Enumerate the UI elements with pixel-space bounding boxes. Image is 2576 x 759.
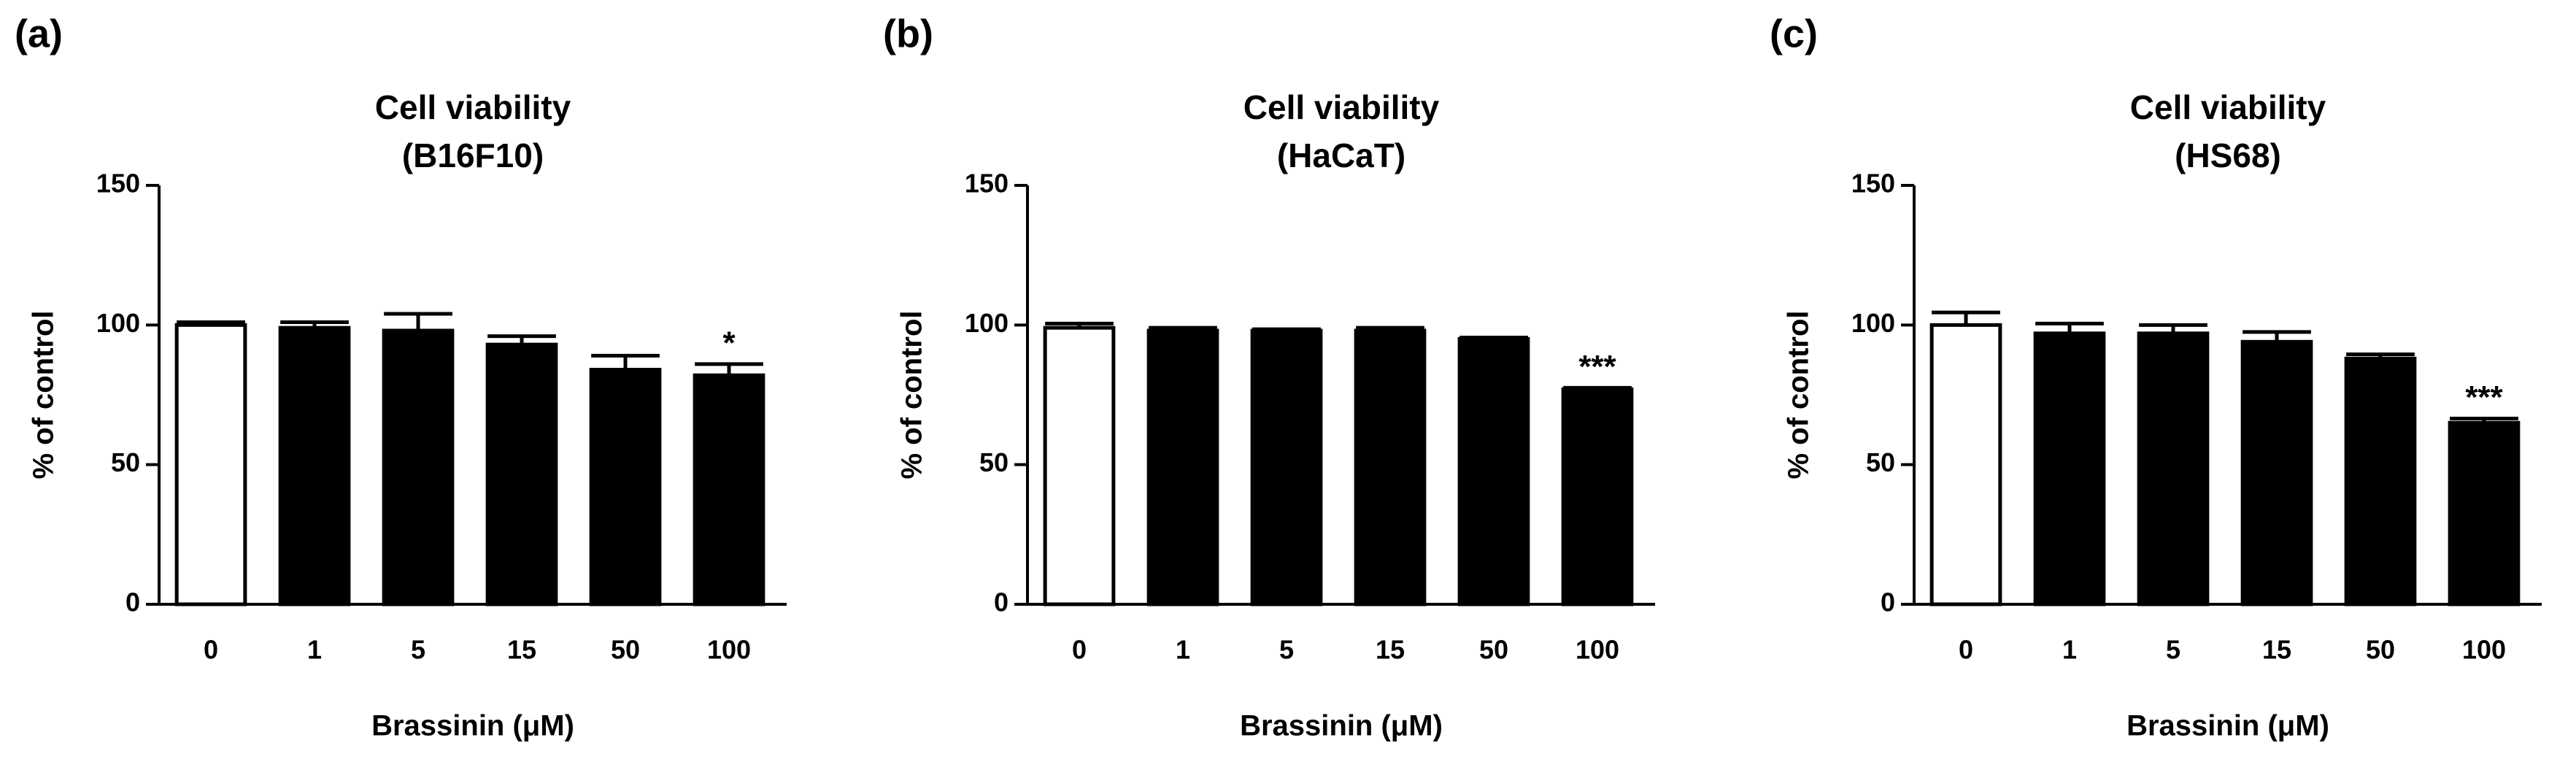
y-tick-label: 50: [979, 447, 1009, 477]
chart-title: (HaCaT): [1277, 136, 1405, 174]
bar: [1146, 328, 1219, 606]
bar: [693, 373, 766, 606]
x-axis-label: Brassinin (μM): [371, 710, 574, 742]
significance-label: *: [722, 325, 736, 361]
bar: [485, 342, 558, 606]
chart-title: Cell viability: [1243, 88, 1440, 126]
x-tick-label: 0: [1072, 635, 1087, 665]
x-tick-label: 15: [507, 635, 536, 665]
x-tick-label: 100: [707, 635, 751, 665]
panel-label: (b): [883, 12, 933, 55]
y-axis-label: % of control: [896, 310, 928, 479]
chart-title: Cell viability: [375, 88, 571, 126]
panel: (c) Cell viability (HS68) % of control Brass…: [1770, 12, 2542, 742]
panel-label: (a): [15, 12, 63, 55]
bar: [1457, 336, 1530, 606]
y-tick-label: 0: [126, 587, 140, 617]
bar: [1561, 387, 1634, 606]
panel-label: (c): [1770, 12, 1818, 55]
x-tick-label: 100: [2462, 635, 2506, 665]
y-axis-label: % of control: [28, 310, 60, 479]
significance-label: ***: [1578, 349, 1616, 385]
bar: [1354, 328, 1427, 606]
significance-label: ***: [2465, 380, 2503, 415]
chart-title: (B16F10): [402, 136, 544, 174]
chart-title: (HS68): [2175, 136, 2281, 174]
panel: (a) Cell viability (B16F10) % of control Bra…: [15, 12, 787, 742]
y-axis-label: % of control: [1783, 310, 1815, 479]
x-tick-label: 0: [204, 635, 218, 665]
x-tick-label: 15: [2262, 635, 2291, 665]
x-tick-label: 5: [411, 635, 425, 665]
y-tick-label: 100: [96, 308, 140, 338]
x-tick-label: 50: [1479, 635, 1508, 665]
y-tick-label: 0: [994, 587, 1009, 617]
bar: [589, 368, 662, 606]
bar: [2448, 420, 2521, 606]
x-tick-label: 1: [2062, 635, 2077, 665]
x-tick-label: 5: [1279, 635, 1294, 665]
chart-title: Cell viability: [2130, 88, 2326, 126]
bar: [278, 325, 351, 606]
x-tick-label: 50: [611, 635, 640, 665]
y-tick-label: 0: [1881, 587, 1895, 617]
y-tick-label: 100: [965, 308, 1009, 338]
x-tick-label: 1: [307, 635, 322, 665]
x-tick-label: 0: [1959, 635, 1973, 665]
bar: [1043, 325, 1116, 606]
y-tick-label: 50: [111, 447, 140, 477]
x-tick-label: 1: [1176, 635, 1190, 665]
y-tick-label: 100: [1851, 308, 1895, 338]
bar: [2240, 339, 2313, 606]
x-tick-label: 100: [1576, 635, 1619, 665]
y-tick-label: 50: [1866, 447, 1895, 477]
y-tick-label: 150: [965, 169, 1009, 199]
x-axis-label: Brassinin (μM): [2126, 710, 2329, 742]
bar: [382, 328, 455, 606]
x-tick-label: 50: [2366, 635, 2395, 665]
x-tick-label: 15: [1376, 635, 1405, 665]
bar: [2137, 331, 2210, 606]
y-tick-label: 150: [96, 169, 140, 199]
bar: [2033, 331, 2106, 606]
bar: [174, 323, 247, 606]
bar: [1929, 323, 2002, 606]
x-tick-label: 5: [2166, 635, 2180, 665]
x-axis-label: Brassinin (μM): [1240, 710, 1443, 742]
bar: [1250, 328, 1323, 606]
bar: [2344, 356, 2417, 606]
y-tick-label: 150: [1851, 169, 1895, 199]
panel: (b) Cell viability (HaCaT) % of control Bras…: [883, 12, 1655, 742]
